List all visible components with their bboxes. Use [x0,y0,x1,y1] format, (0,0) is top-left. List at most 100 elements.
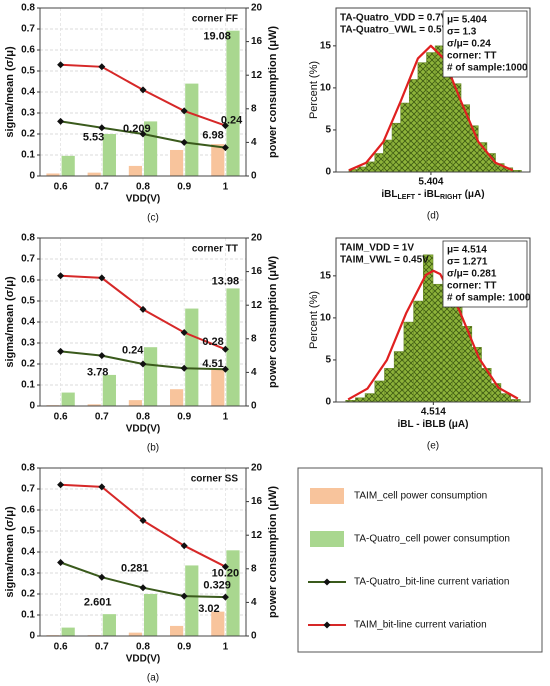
y-tick-label: 5 [325,125,331,136]
x-tick-label: 0.6 [54,412,68,423]
line-marker [180,592,188,600]
line-marker [221,365,229,373]
annotation: 6.98 [202,130,223,142]
panel-caption: (e) [427,441,439,452]
annotation: 0.24 [122,344,144,356]
histogram-bar [490,383,502,403]
y-axis-label: Percent (%) [308,61,320,119]
annotation: 2.601 [84,596,112,608]
line-marker [57,559,65,566]
line-marker [57,272,65,280]
y2-tick-label: 8 [251,103,257,114]
x-tick-label: 0.8 [136,642,150,653]
y2-tick-label: 12 [251,300,263,311]
histogram-bar [434,45,445,173]
y-tick-label: 10 [320,313,332,324]
annotation: 0.329 [203,580,231,592]
histogram-bar [355,397,366,403]
histogram-bar [471,347,482,403]
x-axis-label: VDD(V) [126,194,160,205]
y-tick-label: 0.6 [21,45,35,56]
plot-frame [39,7,247,177]
y-tick-label: 0.4 [21,317,35,328]
chart-title: corner FF [192,14,238,25]
histogram-bar [408,79,419,173]
y2-tick-label: 4 [251,597,257,608]
line-marker [180,542,188,550]
chart-title: corner TT [192,244,238,255]
bar [226,550,240,636]
y-axis-label: sigma/mean (σ/μ) [4,46,16,138]
stats-text: # of sample: 1000 [447,293,531,304]
annotation: 0.28 [202,336,223,348]
bar [128,400,142,406]
line-marker [221,122,229,130]
stats-text: corner: TT [447,281,496,292]
x-tick-label: 0.8 [136,412,150,423]
histogram-bar [383,139,393,173]
y2-tick-label: 20 [251,3,263,14]
y2-tick-label: 12 [251,530,263,541]
line-marker [180,138,188,146]
y-tick-label: 0.8 [21,463,35,474]
histogram-bar [443,66,453,173]
y-tick-label: 0.3 [21,338,35,349]
stats-text: # of sample:1000 [447,63,528,74]
bar [128,632,142,636]
line-marker [98,573,106,581]
bar [170,149,184,176]
line-marker [221,144,229,152]
stats-box [442,10,528,78]
y2-tick-label: 4 [251,367,257,378]
y-tick-label: 0.1 [21,610,35,621]
line-marker [139,130,147,138]
chart-title: corner SS [191,474,239,485]
line-marker [180,107,188,115]
stats-text: σ/μ= 0.281 [447,269,497,280]
histogram-bar [393,351,405,403]
y2-tick-label: 8 [251,333,257,344]
y-tick-label: 0.2 [21,589,35,600]
annotation: 3.78 [87,366,108,378]
y-axis-label: sigma/mean (σ/μ) [4,506,16,598]
fit-curve [348,44,514,172]
annotation: 13.98 [212,276,240,288]
bar [87,404,101,406]
y-tick-label: 0.5 [21,296,35,307]
histogram-bar [365,161,376,173]
y-tick-label: 0 [29,631,35,642]
line-marker [180,364,188,372]
annotation: 0.281 [121,563,149,575]
y-tick-label: 0.6 [21,505,35,516]
settings-text: TAIM_VWL = 0.45V [340,255,429,266]
y-tick-label: 0.5 [21,66,35,77]
y-tick-label: 15 [320,40,332,51]
bar [144,347,158,406]
y-tick-label: 5 [325,355,331,366]
histogram-bar [391,122,401,173]
x-axis-label: iBLLEFT - iBLRIGHT (μA) [381,189,484,201]
stats-text: μ= 5.404 [447,15,487,26]
x-axis-label: VDD(V) [126,654,160,665]
annotation: 4.51 [202,358,223,370]
x-tick-label: 0.9 [177,412,191,423]
bar [185,565,199,636]
y-tick-label: 10 [320,83,332,94]
bar [211,611,225,636]
bar [102,614,116,636]
x-tick-label: 1 [223,182,229,193]
panel-caption: (d) [427,211,439,222]
y-tick-label: 0.8 [21,3,35,14]
y-tick-label: 0.6 [21,275,35,286]
legend-label: TA-Quatro_cell power consumption [354,534,510,545]
line-marker [221,593,229,601]
line-marker [180,329,188,336]
y2-axis-label: power consumption (μW) [267,256,279,388]
line-marker [57,61,65,69]
plot-frame [335,237,531,403]
histogram-bar [364,393,376,403]
histogram-bar [374,380,385,403]
line-marker [139,305,147,313]
y-tick-label: 0.1 [21,150,35,161]
